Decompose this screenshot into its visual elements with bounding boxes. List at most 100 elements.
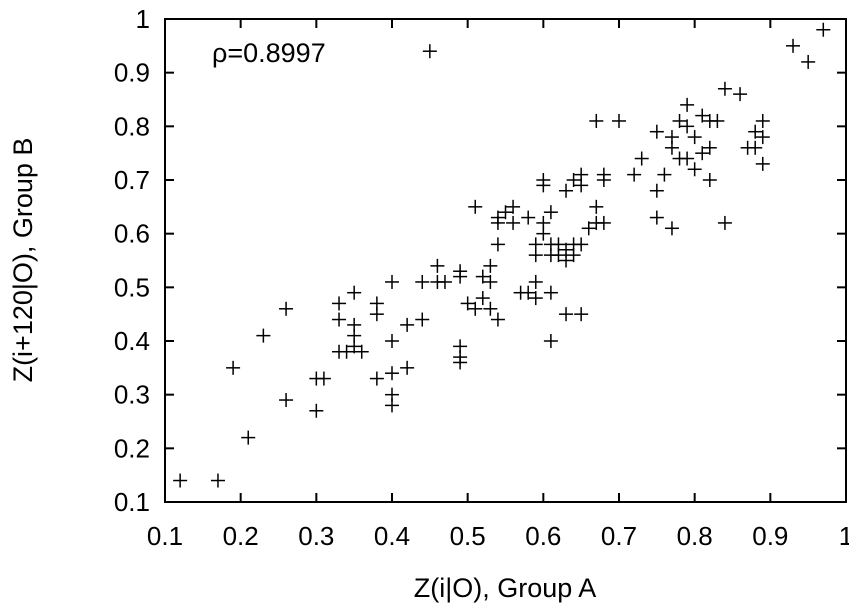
data-point-marker: [483, 301, 498, 316]
data-point-marker: [369, 296, 384, 311]
data-point-marker: [559, 183, 574, 198]
data-point-marker: [498, 205, 513, 220]
data-point-marker: [733, 87, 748, 102]
data-point-marker: [332, 312, 347, 327]
data-point-marker: [687, 130, 702, 145]
data-point-marker: [422, 44, 437, 59]
data-point-marker: [528, 237, 543, 252]
data-point-marker: [226, 360, 241, 375]
data-point-marker: [460, 296, 475, 311]
data-point-marker: [210, 473, 225, 488]
data-point-marker: [559, 242, 574, 257]
data-point-marker: [680, 151, 695, 166]
data-points: [173, 22, 831, 488]
data-point-marker: [589, 113, 604, 128]
data-point-marker: [680, 119, 695, 134]
data-point-marker: [755, 113, 770, 128]
x-tick-label: 1: [839, 521, 849, 551]
data-point-marker: [649, 124, 664, 139]
x-axis-title: Z(i|O), Group A: [414, 573, 597, 603]
data-point-marker: [400, 360, 415, 375]
data-point-marker: [468, 301, 483, 316]
data-point-marker: [385, 366, 399, 381]
data-point-marker: [664, 140, 679, 155]
data-point-marker: [400, 317, 415, 332]
data-point-marker: [490, 237, 505, 252]
y-tick-label: 0.9: [114, 58, 150, 88]
data-point-marker: [649, 210, 664, 225]
data-point-marker: [574, 307, 589, 322]
data-point-marker: [279, 301, 294, 316]
data-point-marker: [536, 226, 551, 241]
data-point-marker: [551, 237, 566, 252]
data-point-marker: [695, 146, 710, 161]
data-point-marker: [710, 113, 725, 128]
y-axis-title: Z(i+120|O), Group B: [8, 138, 38, 383]
data-point-marker: [385, 334, 399, 348]
data-point-marker: [385, 398, 399, 413]
data-point-marker: [490, 210, 505, 225]
data-point-marker: [437, 274, 452, 289]
x-tick-label: 0.7: [601, 521, 637, 551]
data-point-marker: [627, 167, 642, 182]
data-point-marker: [453, 355, 468, 370]
data-point-marker: [589, 199, 604, 214]
data-point-marker: [596, 167, 611, 182]
data-point-marker: [672, 113, 687, 128]
data-point-marker: [748, 140, 763, 155]
data-point-marker: [559, 307, 574, 322]
x-tick-label: 0.4: [374, 521, 410, 551]
data-point-marker: [339, 344, 354, 359]
data-point-marker: [369, 371, 384, 386]
data-point-marker: [581, 221, 596, 236]
x-tick-label: 0.6: [525, 521, 561, 551]
data-point-marker: [596, 215, 611, 230]
data-point-marker: [566, 173, 581, 187]
data-point-marker: [543, 205, 558, 220]
data-point-marker: [543, 334, 558, 348]
data-point-marker: [574, 237, 589, 252]
correlation-annotation: ρ=0.8997: [212, 38, 326, 68]
data-point-marker: [453, 269, 468, 284]
data-point-marker: [430, 258, 445, 273]
data-point-marker: [634, 151, 649, 166]
data-point-marker: [702, 140, 717, 155]
data-point-marker: [490, 312, 505, 327]
y-tick-label: 0.4: [114, 326, 150, 356]
x-tick-label: 0.3: [298, 521, 334, 551]
data-point-marker: [717, 81, 732, 96]
data-point-marker: [483, 258, 498, 273]
data-point-marker: [748, 124, 763, 139]
x-axis-ticks: [164, 19, 847, 502]
y-axis-tick-labels: 0.1 0.2 0.3 0.4 0.5 0.6 0.7 0.8 0.9 1: [114, 4, 150, 517]
data-point-marker: [680, 97, 695, 112]
data-point-marker: [687, 162, 702, 177]
data-point-marker: [717, 215, 732, 230]
x-tick-label: 0.9: [752, 521, 788, 551]
data-point-marker: [279, 393, 294, 408]
data-point-marker: [354, 344, 369, 359]
data-point-marker: [612, 113, 626, 128]
data-point-marker: [649, 183, 664, 198]
data-point-marker: [309, 403, 324, 418]
y-tick-label: 0.8: [114, 111, 150, 141]
y-tick-label: 1: [136, 4, 150, 34]
y-tick-label: 0.5: [114, 272, 150, 302]
data-point-marker: [536, 178, 551, 193]
data-point-marker: [506, 215, 521, 230]
x-axis-tick-labels: 0.1 0.2 0.3 0.4 0.5 0.6 0.7 0.8 0.9 1: [147, 521, 849, 551]
x-tick-label: 0.1: [147, 521, 183, 551]
data-point-marker: [475, 291, 490, 306]
data-point-marker: [816, 22, 831, 37]
data-point-marker: [468, 199, 483, 214]
data-point-marker: [543, 285, 558, 300]
data-point-marker: [415, 312, 430, 327]
data-point-marker: [521, 285, 536, 300]
plot-frame: [164, 18, 847, 503]
x-tick-label: 0.2: [223, 521, 259, 551]
data-point-marker: [316, 371, 331, 386]
data-point-marker: [521, 210, 536, 225]
y-tick-label: 0.6: [114, 219, 150, 249]
y-tick-label: 0.3: [114, 380, 150, 410]
